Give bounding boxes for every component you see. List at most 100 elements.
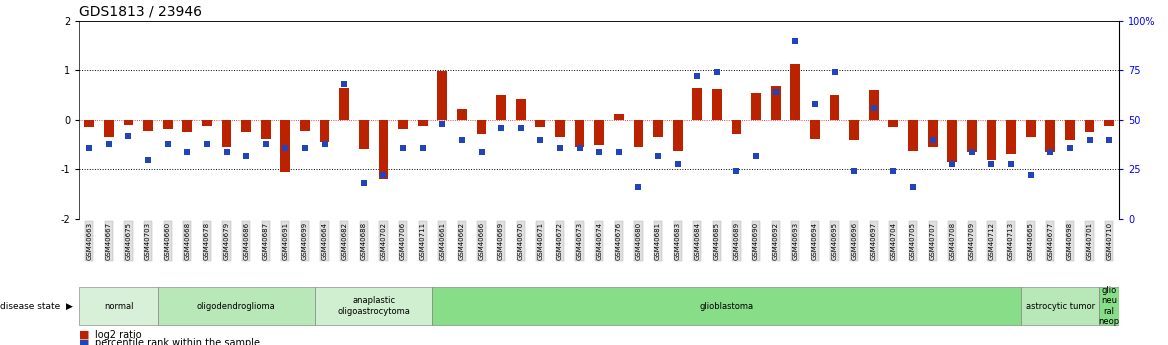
Bar xyxy=(162,120,173,129)
Point xyxy=(746,153,765,158)
Point xyxy=(904,185,923,190)
Point xyxy=(1002,161,1021,166)
Point xyxy=(826,70,844,75)
Bar xyxy=(771,86,780,120)
Point xyxy=(512,125,530,131)
Text: oligodendroglioma: oligodendroglioma xyxy=(197,302,276,311)
Bar xyxy=(595,120,604,145)
Bar xyxy=(339,88,349,120)
Bar xyxy=(967,120,976,152)
Point xyxy=(433,121,452,127)
Point xyxy=(630,185,648,190)
Bar xyxy=(1006,120,1016,154)
Bar xyxy=(673,120,682,151)
FancyBboxPatch shape xyxy=(1099,287,1119,325)
Bar xyxy=(359,120,369,149)
Bar xyxy=(457,109,467,120)
Point xyxy=(786,38,805,43)
Point xyxy=(237,153,256,158)
Bar xyxy=(1085,120,1094,132)
Text: anaplastic
oligoastrocytoma: anaplastic oligoastrocytoma xyxy=(338,296,410,316)
Point xyxy=(276,145,294,150)
Point xyxy=(728,169,746,174)
Bar xyxy=(300,120,310,131)
FancyBboxPatch shape xyxy=(432,287,1021,325)
Bar xyxy=(614,114,624,120)
Bar xyxy=(280,120,291,172)
Text: normal: normal xyxy=(104,302,133,311)
Text: ■: ■ xyxy=(79,330,90,339)
Point xyxy=(79,145,98,150)
Bar xyxy=(712,89,722,120)
Point xyxy=(844,169,863,174)
Point xyxy=(806,101,825,107)
Bar xyxy=(849,120,858,140)
Bar xyxy=(829,95,840,120)
Point xyxy=(1080,137,1099,142)
Point xyxy=(864,105,883,111)
FancyBboxPatch shape xyxy=(79,287,158,325)
Point xyxy=(766,89,785,95)
Point xyxy=(708,70,726,75)
Text: percentile rank within the sample: percentile rank within the sample xyxy=(95,338,259,345)
Bar xyxy=(144,120,153,131)
Text: log2 ratio: log2 ratio xyxy=(95,330,141,339)
Point xyxy=(590,149,609,155)
Text: ■: ■ xyxy=(79,338,90,345)
Point xyxy=(982,161,1001,166)
Point xyxy=(354,181,373,186)
Point xyxy=(1061,145,1079,150)
Bar xyxy=(242,120,251,132)
Bar xyxy=(320,120,329,142)
Point xyxy=(1100,137,1119,142)
Bar xyxy=(791,65,800,120)
Point xyxy=(531,137,550,142)
Point xyxy=(570,145,589,150)
Point xyxy=(884,169,903,174)
Bar xyxy=(811,120,820,139)
Point xyxy=(413,145,432,150)
Point xyxy=(1021,173,1040,178)
Bar xyxy=(104,120,113,137)
Point xyxy=(668,161,687,166)
Point xyxy=(610,149,628,155)
FancyBboxPatch shape xyxy=(1021,287,1099,325)
Bar xyxy=(731,120,742,134)
Bar xyxy=(1026,120,1036,137)
Point xyxy=(962,149,981,155)
Bar xyxy=(947,120,957,162)
Point xyxy=(923,137,941,142)
Bar xyxy=(869,90,878,120)
Point xyxy=(159,141,178,147)
Bar xyxy=(1065,120,1075,140)
Point xyxy=(315,141,334,147)
Point xyxy=(648,153,667,158)
FancyBboxPatch shape xyxy=(158,287,315,325)
FancyBboxPatch shape xyxy=(315,287,432,325)
Point xyxy=(119,133,138,139)
Point xyxy=(335,81,354,87)
Bar xyxy=(927,120,938,147)
Bar xyxy=(84,120,95,127)
Bar xyxy=(516,99,526,120)
Bar xyxy=(222,120,231,147)
Point xyxy=(178,149,196,155)
Bar xyxy=(124,120,133,125)
Text: disease state  ▶: disease state ▶ xyxy=(0,302,72,311)
Bar xyxy=(378,120,388,179)
Point xyxy=(943,161,961,166)
Point xyxy=(550,145,569,150)
Bar xyxy=(477,120,486,134)
Point xyxy=(688,73,707,79)
Point xyxy=(139,157,158,162)
Point xyxy=(1041,149,1059,155)
Bar xyxy=(260,120,271,139)
Bar xyxy=(633,120,644,147)
Bar xyxy=(398,120,408,129)
Bar xyxy=(437,71,447,120)
Bar xyxy=(693,88,702,120)
Point xyxy=(452,137,471,142)
Bar xyxy=(987,120,996,159)
Bar xyxy=(751,92,762,120)
Bar xyxy=(889,120,898,127)
